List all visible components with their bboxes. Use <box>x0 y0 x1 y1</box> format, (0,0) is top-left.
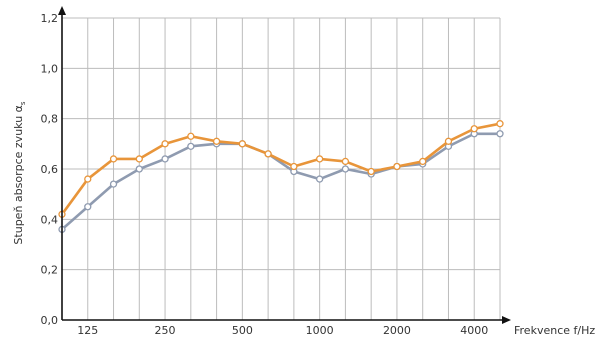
data-point <box>109 155 118 163</box>
y-axis-label-group: Stupeň absorpce zvuku αs <box>12 101 27 245</box>
y-axis-label: Stupeň absorpce zvuku αs <box>12 101 27 245</box>
x-tick-label: 250 <box>155 324 176 337</box>
data-point <box>393 162 401 171</box>
x-tick-label: 4000 <box>460 324 488 337</box>
y-tick-label: 1,2 <box>41 12 59 25</box>
axes <box>58 6 511 324</box>
data-point <box>135 165 143 173</box>
data-point <box>341 157 350 166</box>
data-point <box>238 140 247 148</box>
y-tick-label: 0,8 <box>41 113 59 126</box>
data-point <box>212 137 221 145</box>
data-point <box>444 137 453 145</box>
data-point <box>290 162 298 171</box>
x-tick-label: 1000 <box>306 324 334 337</box>
series-line <box>61 132 500 231</box>
data-point <box>264 150 272 158</box>
data-point <box>367 167 375 176</box>
grid <box>61 17 501 321</box>
data-point <box>187 132 195 140</box>
data-point <box>315 175 324 183</box>
y-tick-label: 0,0 <box>41 314 59 327</box>
series-layer <box>58 120 504 234</box>
data-point <box>84 203 92 211</box>
data-point <box>315 155 324 163</box>
data-point <box>419 157 427 166</box>
y-tick-label: 0,4 <box>41 213 59 226</box>
x-axis-label: Frekvence f/Hz <box>514 324 595 337</box>
y-tick-label: 0,2 <box>41 264 59 277</box>
data-point <box>161 155 169 163</box>
y-axis-label-subscript: s <box>19 101 27 105</box>
x-tick-label: 2000 <box>383 324 411 337</box>
data-point <box>135 155 143 163</box>
y-axis-label-main: Stupeň absorpce zvuku α <box>12 105 25 245</box>
y-axis-arrow <box>58 6 66 15</box>
data-point <box>161 140 169 148</box>
data-point <box>470 125 478 133</box>
x-axis-arrow <box>502 316 511 324</box>
tick-labels: 0,0 0,2 0,4 0,6 0,8 1,0 1,2 125 250 500 1000 2000 40… <box>41 12 489 337</box>
y-tick-label: 1,0 <box>41 62 59 75</box>
data-point <box>496 120 504 128</box>
x-tick-label: 125 <box>77 324 98 337</box>
data-point <box>496 130 504 138</box>
data-point <box>84 175 92 183</box>
series-line <box>60 122 501 216</box>
y-tick-label: 0,6 <box>41 163 59 176</box>
data-point <box>187 142 195 151</box>
data-point <box>341 165 350 173</box>
data-point <box>109 180 118 188</box>
x-tick-label: 500 <box>232 324 253 337</box>
